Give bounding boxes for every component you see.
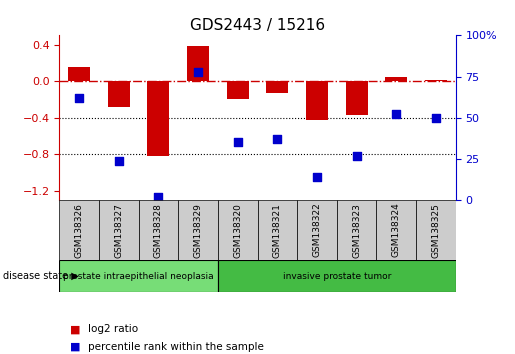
Text: invasive prostate tumor: invasive prostate tumor [283,272,391,281]
Point [273,136,281,142]
Point [352,153,360,158]
Bar [385,78,407,81]
Point [75,95,83,101]
Point [432,115,440,120]
Bar [187,46,209,81]
Bar [297,200,337,260]
Bar [59,260,218,292]
Bar [337,200,376,260]
Text: log2 ratio: log2 ratio [88,324,138,334]
Bar [218,200,258,260]
Text: GSM138329: GSM138329 [194,202,202,258]
Title: GDS2443 / 15216: GDS2443 / 15216 [190,18,325,33]
Point [392,112,401,117]
Bar [178,200,218,260]
Text: GSM138320: GSM138320 [233,202,242,258]
Text: GSM138323: GSM138323 [352,202,361,258]
Bar [306,81,328,120]
Point [154,194,163,200]
Bar [139,200,178,260]
Text: prostate intraepithelial neoplasia: prostate intraepithelial neoplasia [63,272,214,281]
Bar [147,81,169,156]
Text: GSM138324: GSM138324 [392,203,401,257]
Bar [425,80,447,81]
Text: GSM138328: GSM138328 [154,202,163,258]
Point [313,174,321,180]
Point [194,69,202,74]
Text: GSM138321: GSM138321 [273,202,282,258]
Bar [59,200,99,260]
Bar [266,81,288,93]
Text: GSM138325: GSM138325 [432,202,440,258]
Bar [68,67,90,81]
Bar [346,81,368,115]
Text: ■: ■ [70,324,80,334]
Bar [218,260,456,292]
Bar [416,200,456,260]
Text: percentile rank within the sample: percentile rank within the sample [88,342,264,352]
Point [234,139,242,145]
Bar [99,200,139,260]
Bar [376,200,416,260]
Text: disease state ▶: disease state ▶ [3,271,78,281]
Bar [258,200,297,260]
Text: GSM138322: GSM138322 [313,203,321,257]
Point [114,158,123,163]
Bar [108,81,130,107]
Bar [227,81,249,99]
Text: GSM138326: GSM138326 [75,202,83,258]
Text: GSM138327: GSM138327 [114,202,123,258]
Text: ■: ■ [70,342,80,352]
